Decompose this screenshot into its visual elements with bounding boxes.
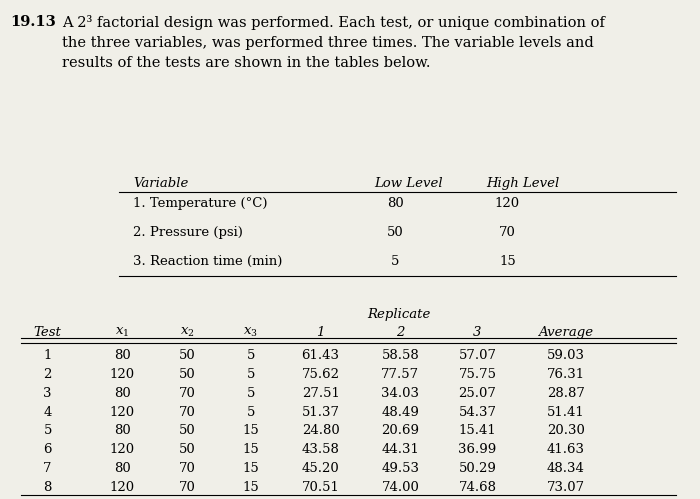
Text: 70: 70 bbox=[499, 226, 516, 239]
Text: 77.57: 77.57 bbox=[382, 368, 419, 381]
Text: 5: 5 bbox=[246, 387, 255, 400]
Text: 48.34: 48.34 bbox=[547, 463, 584, 476]
Text: 44.31: 44.31 bbox=[382, 444, 419, 457]
Text: 2: 2 bbox=[43, 368, 52, 381]
Text: $x_1$: $x_1$ bbox=[116, 326, 130, 339]
Text: 2: 2 bbox=[396, 326, 405, 339]
Text: 5: 5 bbox=[246, 368, 255, 381]
Text: 3: 3 bbox=[43, 387, 52, 400]
Text: 80: 80 bbox=[114, 387, 131, 400]
Text: 3: 3 bbox=[473, 326, 482, 339]
Text: 48.49: 48.49 bbox=[382, 406, 419, 419]
Text: 15: 15 bbox=[499, 255, 516, 268]
Text: 5: 5 bbox=[246, 406, 255, 419]
Text: 49.53: 49.53 bbox=[382, 463, 419, 476]
Text: 120: 120 bbox=[110, 482, 135, 495]
Text: 57.07: 57.07 bbox=[458, 349, 496, 362]
Text: 70: 70 bbox=[179, 406, 196, 419]
Text: 80: 80 bbox=[114, 349, 131, 362]
Text: 120: 120 bbox=[495, 197, 520, 210]
Text: 27.51: 27.51 bbox=[302, 387, 340, 400]
Text: 5: 5 bbox=[246, 349, 255, 362]
Text: 36.99: 36.99 bbox=[458, 444, 496, 457]
Text: Replicate: Replicate bbox=[368, 308, 430, 321]
Text: 1: 1 bbox=[316, 326, 325, 339]
Text: 120: 120 bbox=[110, 406, 135, 419]
Text: 80: 80 bbox=[114, 425, 131, 438]
Text: 25.07: 25.07 bbox=[458, 387, 496, 400]
Text: 61.43: 61.43 bbox=[302, 349, 340, 362]
Text: 15.41: 15.41 bbox=[458, 425, 496, 438]
Text: 4: 4 bbox=[43, 406, 52, 419]
Text: 15: 15 bbox=[242, 444, 259, 457]
Text: 74.00: 74.00 bbox=[382, 482, 419, 495]
Text: Low Level: Low Level bbox=[374, 177, 443, 190]
Text: 51.41: 51.41 bbox=[547, 406, 584, 419]
Text: 15: 15 bbox=[242, 463, 259, 476]
Text: 15: 15 bbox=[242, 425, 259, 438]
Text: 58.58: 58.58 bbox=[382, 349, 419, 362]
Text: 41.63: 41.63 bbox=[547, 444, 584, 457]
Text: 19.13: 19.13 bbox=[10, 15, 56, 29]
Text: 120: 120 bbox=[110, 368, 135, 381]
Text: 1. Temperature (°C): 1. Temperature (°C) bbox=[133, 197, 267, 210]
Text: 50.29: 50.29 bbox=[458, 463, 496, 476]
Text: 75.75: 75.75 bbox=[458, 368, 496, 381]
Text: 43.58: 43.58 bbox=[302, 444, 340, 457]
Text: Variable: Variable bbox=[133, 177, 188, 190]
Text: Test: Test bbox=[34, 326, 62, 339]
Text: A 2³ factorial design was performed. Each test, or unique combination of
the thr: A 2³ factorial design was performed. Eac… bbox=[62, 15, 605, 70]
Text: 5: 5 bbox=[391, 255, 400, 268]
Text: 50: 50 bbox=[179, 349, 196, 362]
Text: Average: Average bbox=[538, 326, 593, 339]
Text: 6: 6 bbox=[43, 444, 52, 457]
Text: 15: 15 bbox=[242, 482, 259, 495]
Text: 5: 5 bbox=[43, 425, 52, 438]
Text: 20.69: 20.69 bbox=[382, 425, 419, 438]
Text: 50: 50 bbox=[179, 368, 196, 381]
Text: 34.03: 34.03 bbox=[382, 387, 419, 400]
Text: 2. Pressure (psi): 2. Pressure (psi) bbox=[133, 226, 243, 239]
Text: 70: 70 bbox=[179, 387, 196, 400]
Text: 50: 50 bbox=[179, 425, 196, 438]
Text: 120: 120 bbox=[110, 444, 135, 457]
Text: 1: 1 bbox=[43, 349, 52, 362]
Text: 20.30: 20.30 bbox=[547, 425, 584, 438]
Text: 70: 70 bbox=[179, 482, 196, 495]
Text: 59.03: 59.03 bbox=[547, 349, 584, 362]
Text: 74.68: 74.68 bbox=[458, 482, 496, 495]
Text: 28.87: 28.87 bbox=[547, 387, 584, 400]
Text: 3. Reaction time (min): 3. Reaction time (min) bbox=[133, 255, 282, 268]
Text: 80: 80 bbox=[387, 197, 404, 210]
Text: 24.80: 24.80 bbox=[302, 425, 340, 438]
Text: High Level: High Level bbox=[486, 177, 560, 190]
Text: $x_3$: $x_3$ bbox=[243, 326, 258, 339]
Text: 51.37: 51.37 bbox=[302, 406, 340, 419]
Text: 73.07: 73.07 bbox=[547, 482, 584, 495]
Text: 70: 70 bbox=[179, 463, 196, 476]
Text: 45.20: 45.20 bbox=[302, 463, 340, 476]
Text: 50: 50 bbox=[387, 226, 404, 239]
Text: 76.31: 76.31 bbox=[547, 368, 584, 381]
Text: 70.51: 70.51 bbox=[302, 482, 340, 495]
Text: 80: 80 bbox=[114, 463, 131, 476]
Text: 8: 8 bbox=[43, 482, 52, 495]
Text: 75.62: 75.62 bbox=[302, 368, 340, 381]
Text: 54.37: 54.37 bbox=[458, 406, 496, 419]
Text: 7: 7 bbox=[43, 463, 52, 476]
Text: $x_2$: $x_2$ bbox=[181, 326, 195, 339]
Text: 50: 50 bbox=[179, 444, 196, 457]
